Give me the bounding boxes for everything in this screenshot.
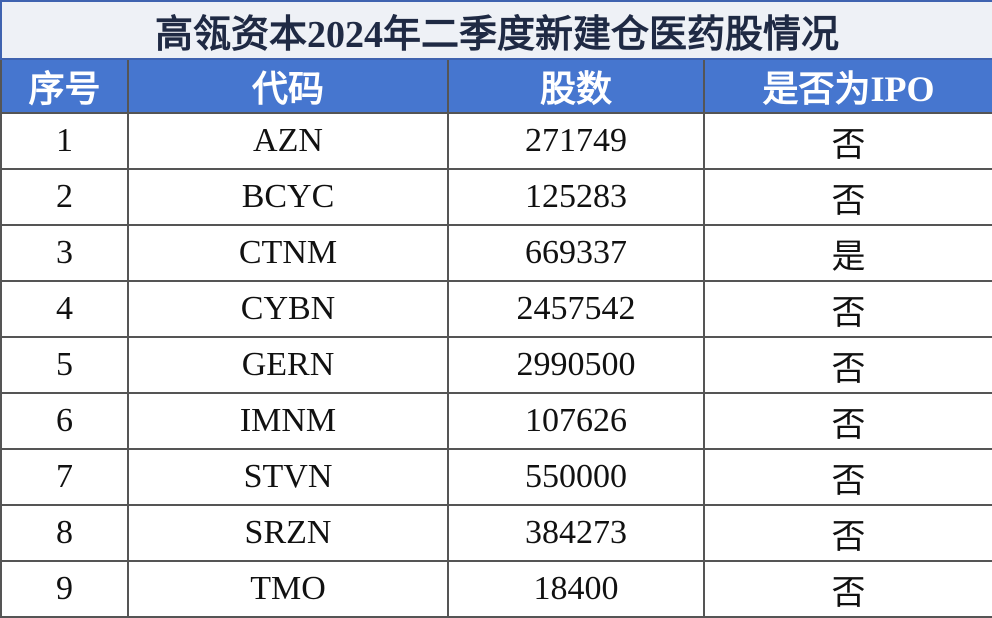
table-row: 8 SRZN 384273 否 <box>0 504 992 562</box>
table-cell: 否 <box>702 560 992 618</box>
table-cell: AZN <box>127 112 449 170</box>
table-row: 5 GERN 2990500 否 <box>0 336 992 394</box>
table-cell: BCYC <box>127 168 449 226</box>
table-cell: 125283 <box>447 168 705 226</box>
table-cell: 2 <box>0 168 129 226</box>
table-cell: 8 <box>0 504 129 562</box>
table-cell: 2457542 <box>447 280 705 338</box>
table-cell: IMNM <box>127 392 449 450</box>
table-cell: CTNM <box>127 224 449 282</box>
table-row: 7 STVN 550000 否 <box>0 448 992 506</box>
table-cell: 否 <box>702 392 992 450</box>
table-cell: 18400 <box>447 560 705 618</box>
table-cell: 5 <box>0 336 129 394</box>
table-cell: 384273 <box>447 504 705 562</box>
table-row: 3 CTNM 669337 是 <box>0 224 992 282</box>
table-cell: STVN <box>127 448 449 506</box>
table-title: 高瓴资本2024年二季度新建仓医药股情况 <box>0 0 992 60</box>
title-row: 高瓴资本2024年二季度新建仓医药股情况 <box>0 0 992 60</box>
table-cell: 否 <box>702 168 992 226</box>
table-cell: 9 <box>0 560 129 618</box>
table-cell: 否 <box>702 280 992 338</box>
table-cell: 4 <box>0 280 129 338</box>
table-cell: 550000 <box>447 448 705 506</box>
table-cell: 107626 <box>447 392 705 450</box>
column-header: 股数 <box>447 58 705 114</box>
table-cell: TMO <box>127 560 449 618</box>
table-cell: 1 <box>0 112 129 170</box>
table-cell: 否 <box>702 336 992 394</box>
table-cell: 2990500 <box>447 336 705 394</box>
table-cell: 271749 <box>447 112 705 170</box>
table-cell: SRZN <box>127 504 449 562</box>
table-row: 1 AZN 271749 否 <box>0 112 992 170</box>
table-cell: CYBN <box>127 280 449 338</box>
table-row: 6 IMNM 107626 否 <box>0 392 992 450</box>
table-cell: 669337 <box>447 224 705 282</box>
table-row: 4 CYBN 2457542 否 <box>0 280 992 338</box>
column-header: 是否为IPO <box>702 58 992 114</box>
column-header: 代码 <box>127 58 449 114</box>
table-row: 9 TMO 18400 否 <box>0 560 992 618</box>
table-cell: 7 <box>0 448 129 506</box>
table-cell: 6 <box>0 392 129 450</box>
table-cell: 3 <box>0 224 129 282</box>
column-header: 序号 <box>0 58 129 114</box>
table-cell: 是 <box>702 224 992 282</box>
header-row: 序号 代码 股数 是否为IPO <box>0 58 992 114</box>
table-row: 2 BCYC 125283 否 <box>0 168 992 226</box>
table-cell: 否 <box>702 504 992 562</box>
table-cell: 否 <box>702 448 992 506</box>
table-cell: GERN <box>127 336 449 394</box>
table-cell: 否 <box>702 112 992 170</box>
